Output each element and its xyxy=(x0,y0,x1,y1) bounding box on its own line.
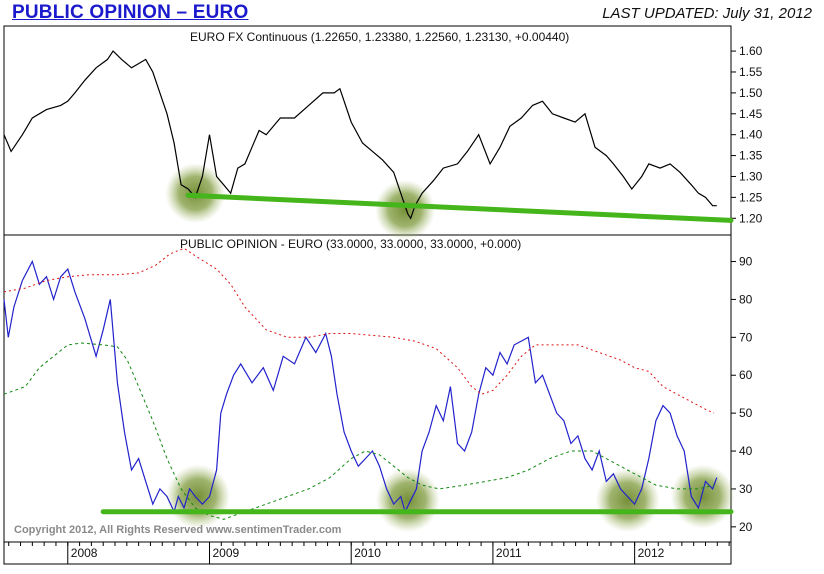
x-tick-label: 2011 xyxy=(496,546,522,560)
opinion-y-tick-label: 50 xyxy=(739,406,753,420)
opinion-y-tick-label: 90 xyxy=(739,255,753,269)
page-title: PUBLIC OPINION – EURO xyxy=(12,2,249,23)
price-y-tick-label: 1.40 xyxy=(739,128,763,142)
opinion-highlights xyxy=(166,464,735,533)
price-trendline-line xyxy=(185,192,734,223)
opinion-y-tick-label: 80 xyxy=(739,292,753,306)
opinion-highlight-circle xyxy=(166,464,231,529)
opinion-y-tick-label: 20 xyxy=(739,520,753,534)
price-series xyxy=(3,50,734,223)
opinion-lower_band-line xyxy=(3,342,715,520)
copyright-text: Copyright 2012, All Rights Reserved www.… xyxy=(14,524,342,536)
last-updated: LAST UPDATED: July 31, 2012 xyxy=(602,5,812,22)
price-highlight-circle xyxy=(375,179,436,240)
price-y-axis: 1.20 1.25 1.30 1.35 1.40 1.45 1.50 1.55 1.60 xyxy=(731,44,763,225)
opinion-y-tick-label: 40 xyxy=(739,444,753,458)
price-y-tick-label: 1.30 xyxy=(739,169,763,183)
opinion-opinion-line xyxy=(3,259,718,514)
price-price-line xyxy=(3,50,717,220)
x-tick-label: 2012 xyxy=(638,546,665,560)
price-y-tick-label: 1.55 xyxy=(739,65,763,79)
x-tick-label: 2010 xyxy=(354,546,381,560)
opinion-panel-title: PUBLIC OPINION - EURO (33.0000, 33.0000,… xyxy=(180,237,521,251)
opinion-y-tick-label: 70 xyxy=(739,330,753,344)
x-axis: 2008 2009 2010 2011 2012 xyxy=(8,542,730,564)
price-y-tick-label: 1.50 xyxy=(739,86,763,100)
x-tick-label: 2009 xyxy=(212,546,239,560)
opinion-y-tick-label: 30 xyxy=(739,482,753,496)
opinion-highlight-circle xyxy=(670,464,735,529)
price-y-tick-label: 1.45 xyxy=(739,107,763,121)
price-y-tick-label: 1.35 xyxy=(739,149,763,163)
price-y-tick-label: 1.60 xyxy=(739,44,763,58)
x-tick-label: 2008 xyxy=(71,546,98,560)
price-y-tick-label: 1.20 xyxy=(739,211,763,225)
opinion-highlight-circle xyxy=(375,468,440,533)
opinion-highlight-circle xyxy=(595,468,660,533)
plot-frame xyxy=(3,25,732,543)
x-axis-band xyxy=(3,541,732,565)
price-panel-title: EURO FX Continuous (1.22650, 1.23380, 1.… xyxy=(190,30,569,44)
price-y-tick-label: 1.25 xyxy=(739,190,763,204)
opinion-upper_band-line xyxy=(3,247,715,414)
opinion-series xyxy=(3,247,734,520)
opinion-y-tick-label: 60 xyxy=(739,368,753,382)
opinion-y-axis: 20 30 40 50 60 70 80 90 xyxy=(731,255,753,534)
